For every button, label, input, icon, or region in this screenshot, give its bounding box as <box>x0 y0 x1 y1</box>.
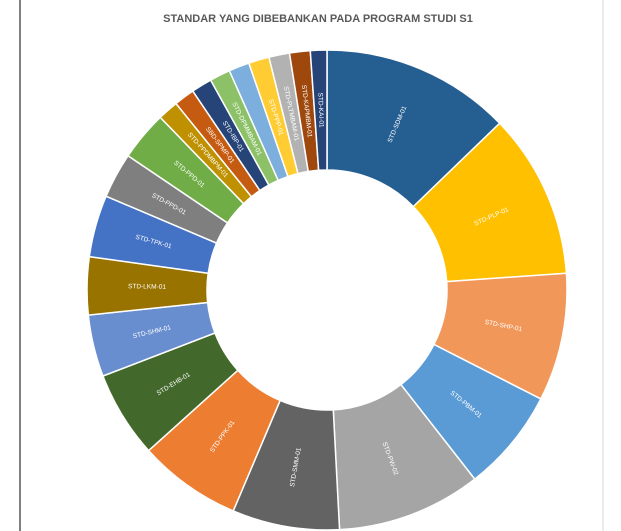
slice-label: STD-LKM-01 <box>128 283 166 291</box>
chart-title: STANDAR YANG DIBEBANKAN PADA PROGRAM STU… <box>163 13 473 25</box>
donut-slice <box>309 49 328 172</box>
donut: STD-SDM-01STD-PLP-01STD-SHP-01STD-PBM-01… <box>86 49 568 531</box>
slice-label: STD-KAI-01 <box>316 92 324 128</box>
